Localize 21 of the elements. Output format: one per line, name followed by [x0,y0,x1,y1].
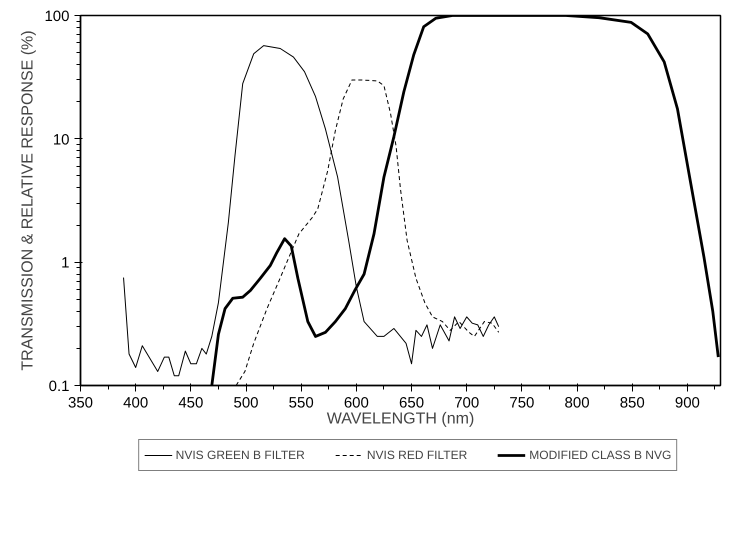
legend-label: NVIS GREEN B FILTER [176,448,305,462]
x-axis-title: WAVELENGTH (nm) [326,410,474,428]
y-tick-label: 1 [61,254,70,272]
y-tick-label: 100 [44,8,70,25]
legend-label: NVIS RED FILTER [366,448,468,462]
x-tick-label: 600 [344,394,369,412]
y-axis-title: TRANSMISSION & RELATIVE RESPONSE (%) [19,30,36,371]
x-tick-label: 750 [509,394,534,412]
x-tick-label: 900 [674,394,700,412]
y-tick-label: 10 [52,131,70,148]
x-tick-label: 550 [288,394,314,412]
x-tick-label: 650 [399,394,424,412]
x-tick-label: 500 [234,394,259,412]
y-tick-label: 0.1 [48,378,70,395]
x-tick-label: 350 [68,394,94,412]
x-tick-label: 800 [564,394,590,412]
x-tick-label: 450 [178,394,204,412]
legend-label: MODIFIED CLASS B NVG [529,448,672,462]
x-tick-label: 850 [620,394,645,412]
x-tick-label: 400 [123,394,148,412]
x-tick-label: 700 [454,394,480,412]
